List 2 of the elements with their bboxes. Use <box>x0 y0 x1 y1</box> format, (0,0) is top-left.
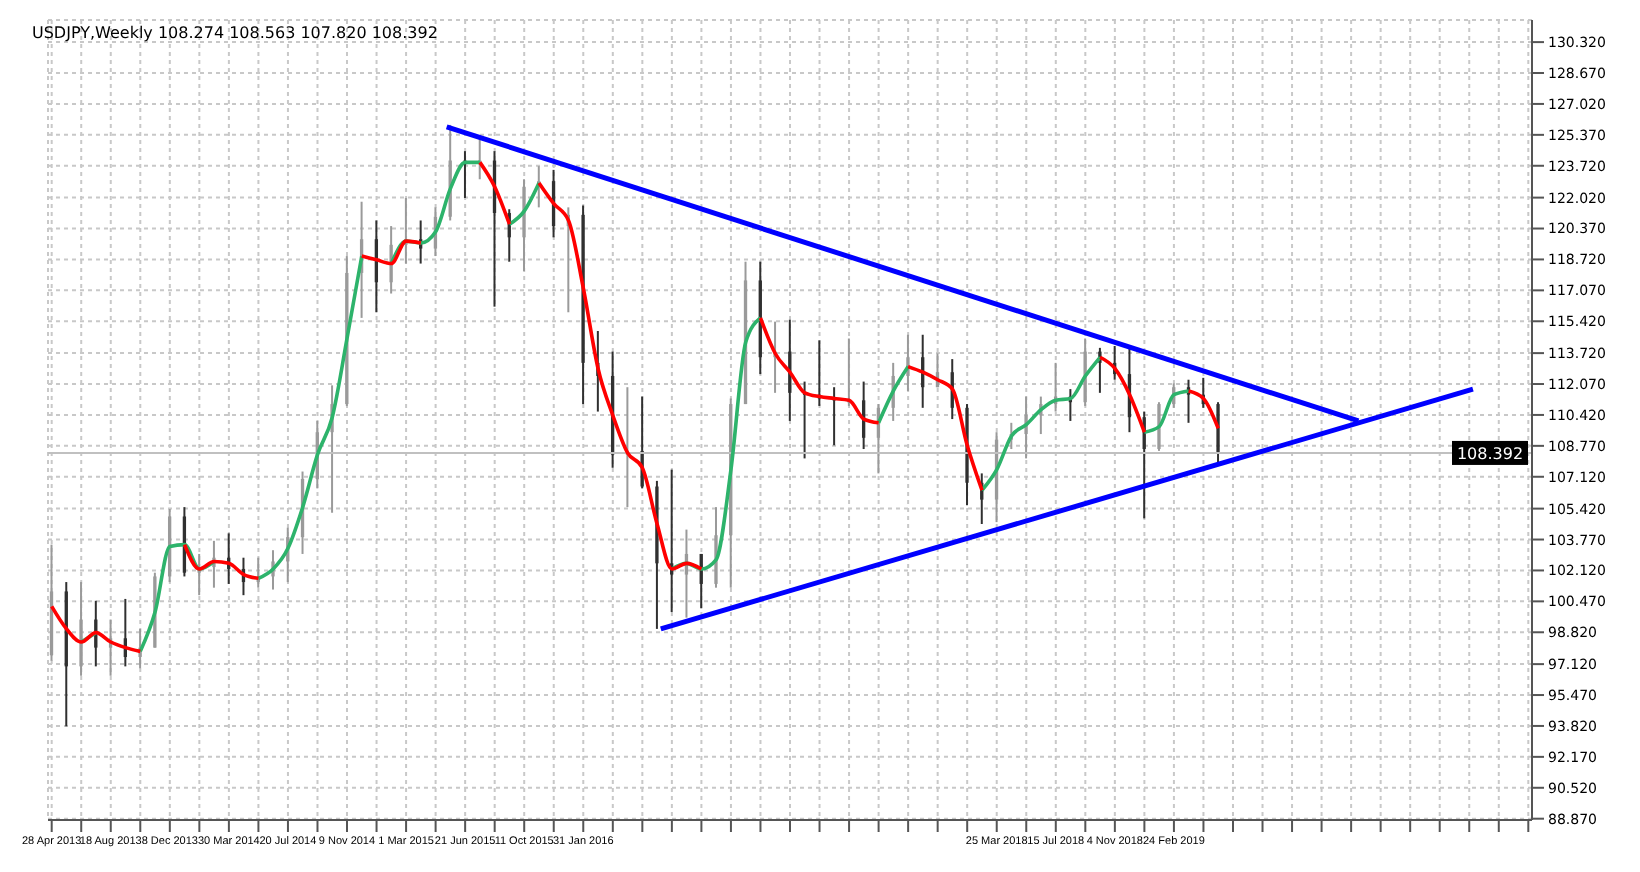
chart-title: USDJPY,Weekly 108.274 108.563 107.820 108.392 <box>32 24 438 42</box>
ref-line-label: 108.392 <box>1456 444 1524 463</box>
